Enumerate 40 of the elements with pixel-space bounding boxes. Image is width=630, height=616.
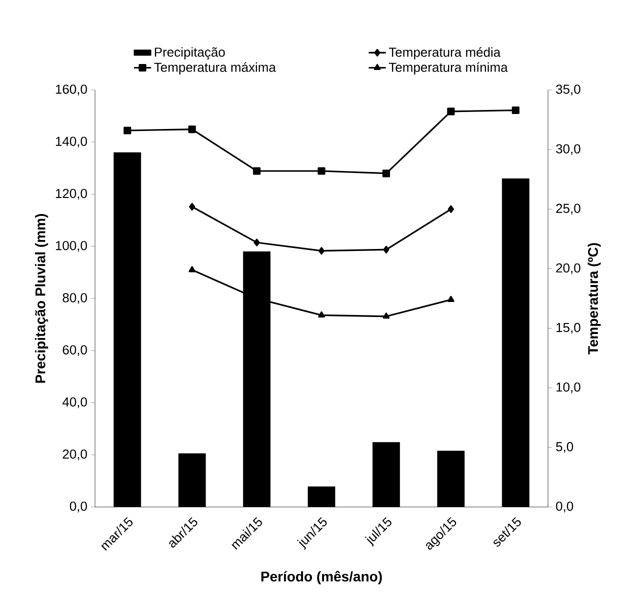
y2-tick-label: 35,0 <box>556 84 580 96</box>
point <box>318 167 326 175</box>
point <box>318 247 325 255</box>
y2-tick-label: 15,0 <box>556 322 580 334</box>
y-tick-label: 140,0 <box>56 136 87 148</box>
point <box>124 126 132 134</box>
y-tick-label: 40,0 <box>62 397 87 408</box>
legend-label: Temperatura máxima <box>154 62 276 74</box>
point <box>447 108 455 116</box>
y-tick-label: 20,0 <box>62 449 87 460</box>
y2-tick-label: 20,0 <box>556 263 580 274</box>
y2-tick-label: 0,0 <box>556 502 574 512</box>
legend-label: Temperatura mínima <box>388 62 508 74</box>
legend-label: Precipitação <box>154 47 225 60</box>
y2-tick-label: 30,0 <box>556 144 580 155</box>
point <box>383 246 390 254</box>
point <box>254 238 260 246</box>
y2-tick-label: 25,0 <box>556 204 580 215</box>
legend-label: Temperatura média <box>388 47 501 60</box>
y2-tick-label: 10,0 <box>556 382 580 394</box>
point <box>318 311 325 318</box>
point <box>188 266 196 272</box>
y2-axis-title: Temperatura (ºC) <box>588 243 601 354</box>
y-tick-label: 80,0 <box>62 293 87 304</box>
y-axis-title: Precipitação Pluvial (mm) <box>35 214 48 383</box>
point <box>188 126 196 134</box>
point <box>189 202 196 211</box>
y-tick-label: 60,0 <box>62 345 87 356</box>
point <box>382 170 390 178</box>
y-tick-label: 160,0 <box>56 84 87 96</box>
point <box>448 205 454 213</box>
point <box>448 296 454 302</box>
point <box>512 106 520 114</box>
point <box>252 167 261 175</box>
x-axis-title: Período (mês/ano) <box>261 570 382 584</box>
y-tick-label: 100,0 <box>56 240 87 252</box>
point <box>382 312 390 319</box>
y-tick-label: 0,0 <box>70 502 87 512</box>
y-tick-label: 120,0 <box>56 188 87 200</box>
y2-tick-label: 5,0 <box>556 442 574 453</box>
